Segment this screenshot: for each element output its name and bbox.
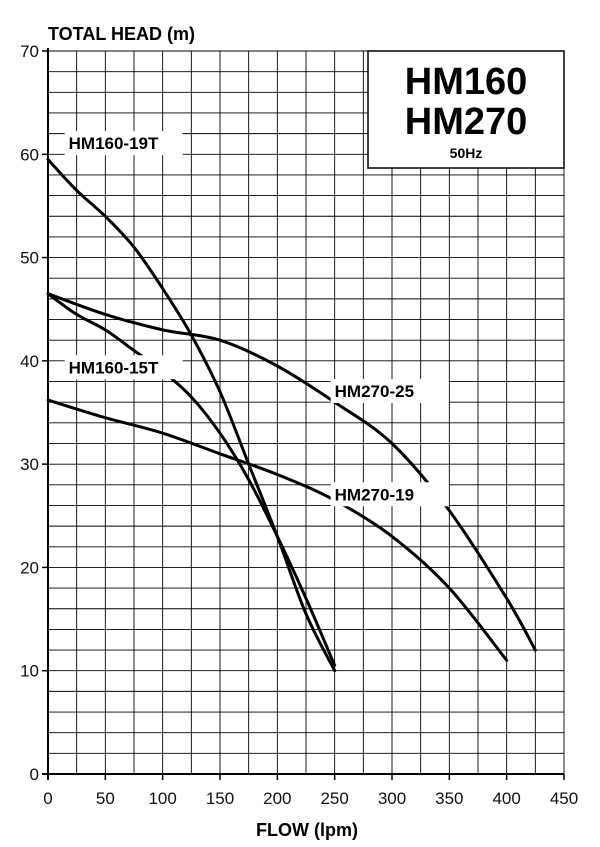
- x-tick-label: 150: [206, 789, 234, 808]
- model-label-hm270: HM270: [405, 101, 528, 143]
- x-axis-title: FLOW (lpm): [256, 820, 358, 840]
- y-tick-label: 70: [20, 42, 39, 61]
- y-tick-label: 50: [20, 249, 39, 268]
- series-line-hm160-19t: [46, 158, 337, 673]
- y-tick-label: 20: [20, 558, 39, 577]
- series-labels: HM160-19T HM160-15T HM270-25 HM270-19: [64, 131, 449, 507]
- series-label-hm270-25: HM270-25: [335, 382, 414, 401]
- series-line-hm270-25: [46, 292, 537, 652]
- y-axis-title: TOTAL HEAD (m): [48, 24, 195, 44]
- series-label-bg-hm270-19: [330, 482, 449, 507]
- x-tick-label: 300: [378, 789, 406, 808]
- series-lines: [46, 158, 537, 673]
- axes: [42, 48, 565, 780]
- x-tick-label: 0: [43, 789, 52, 808]
- series-line-hm270-19: [46, 398, 509, 662]
- frequency-label: 50Hz: [450, 145, 483, 161]
- model-box-frame: [367, 50, 565, 169]
- x-tick-label: 350: [435, 789, 463, 808]
- x-tick-label: 400: [492, 789, 520, 808]
- series-label-bg-hm270-25: [330, 379, 449, 404]
- series-label-bg-hm160-15t: [64, 355, 183, 380]
- y-tick-label: 10: [20, 662, 39, 681]
- series-label-hm160-15t: HM160-15T: [69, 358, 159, 377]
- model-box: HM160 HM270 50Hz: [367, 50, 565, 169]
- series-line-hm160-15t: [46, 292, 337, 667]
- y-tick-label: 0: [30, 765, 39, 784]
- series-label-hm160-19t: HM160-19T: [69, 134, 159, 153]
- x-tick-label: 250: [320, 789, 348, 808]
- x-tick-label: 450: [550, 789, 578, 808]
- y-tick-label: 30: [20, 455, 39, 474]
- y-tick-label: 60: [20, 145, 39, 164]
- x-tick-label: 100: [148, 789, 176, 808]
- model-label-hm160: HM160: [405, 61, 528, 103]
- tick-labels: 0 10 20 30 40 50 60 70 0 50 100 150 200 250 300 350 400 4…: [20, 42, 578, 808]
- series-label-bg-hm160-19t: [64, 131, 183, 156]
- x-tick-label: 200: [263, 789, 291, 808]
- y-tick-label: 40: [20, 352, 39, 371]
- x-tick-label: 50: [96, 789, 115, 808]
- series-label-hm270-19: HM270-19: [335, 485, 414, 504]
